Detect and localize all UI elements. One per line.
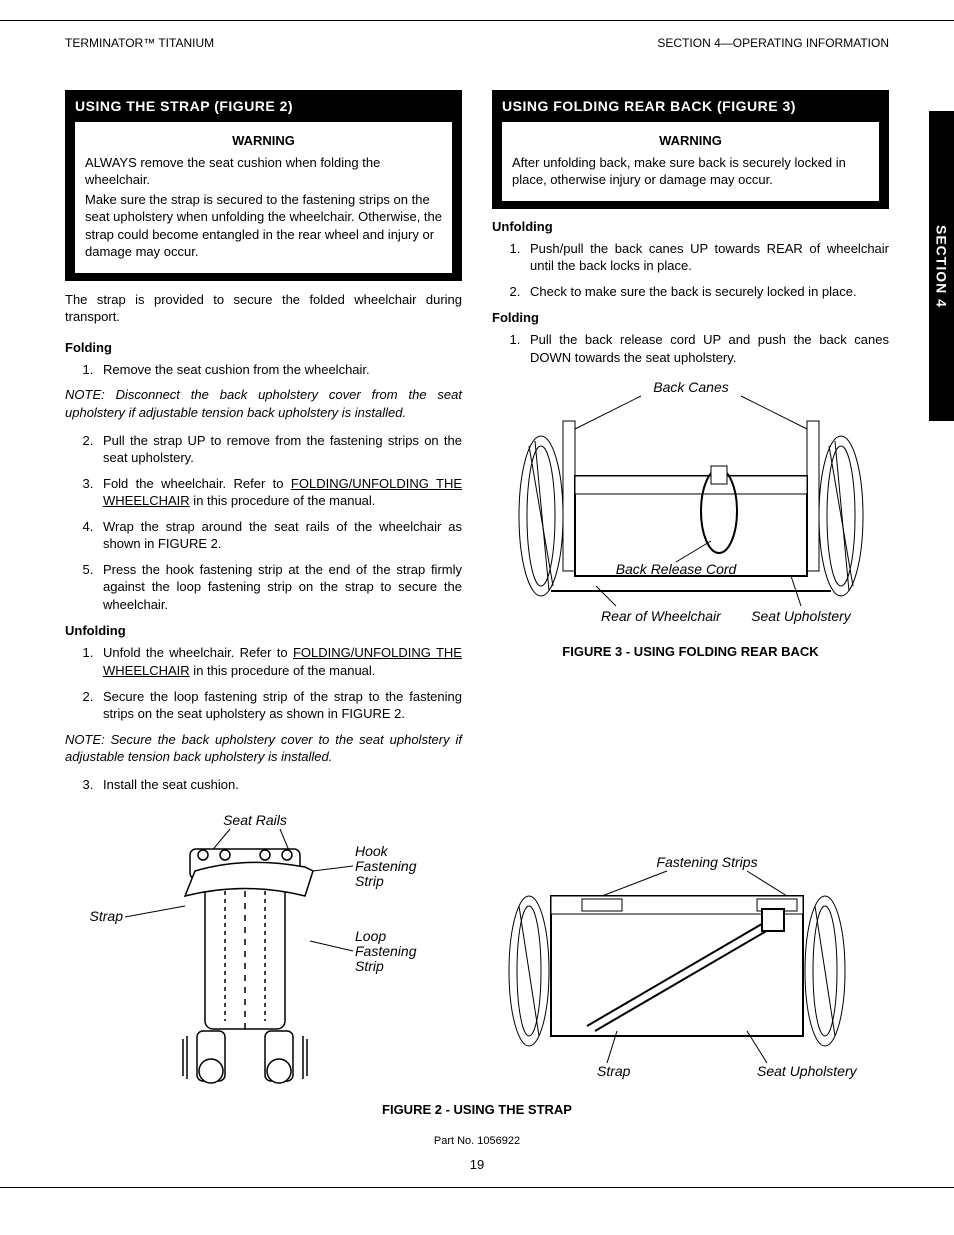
strap-intro: The strap is provided to secure the fold… <box>65 291 462 326</box>
header-left: TERMINATOR™ TITANIUM <box>65 36 214 50</box>
figure-3-caption: FIGURE 3 - USING FOLDING REAR BACK <box>492 644 889 659</box>
figure-3-svg: Back Canes <box>501 376 881 636</box>
label-strap-right: Strap <box>597 1063 631 1079</box>
folding-heading: Folding <box>65 340 462 355</box>
back-unfolding-heading: Unfolding <box>492 219 889 234</box>
label-back-canes: Back Canes <box>653 379 728 395</box>
back-section-box: USING FOLDING REAR BACK (FIGURE 3) WARNI… <box>492 90 889 209</box>
folding-list: Remove the seat cushion from the wheelch… <box>97 361 462 379</box>
figure-2-right: Fastening Strips <box>487 851 889 1094</box>
back-unfold-2: Check to make sure the back is securely … <box>524 283 889 301</box>
strap-section-box: USING THE STRAP (FIGURE 2) WARNING ALWAY… <box>65 90 462 281</box>
figure-2-caption: FIGURE 2 - USING THE STRAP <box>0 1102 954 1117</box>
label-seat-upholstery: Seat Upholstery <box>751 608 852 624</box>
back-box-title: USING FOLDING REAR BACK (FIGURE 3) <box>502 98 879 114</box>
header-right: SECTION 4—OPERATING INFORMATION <box>657 36 889 50</box>
strap-box-title: USING THE STRAP (FIGURE 2) <box>75 98 452 114</box>
unfolding-heading: Unfolding <box>65 623 462 638</box>
footer: Part No. 1056922 <box>0 1135 954 1147</box>
back-warning-box: WARNING After unfolding back, make sure … <box>502 122 879 201</box>
back-fold-list: Pull the back release cord UP and push t… <box>524 331 889 366</box>
warning-heading-2: WARNING <box>512 132 869 150</box>
strap-warning-box: WARNING ALWAYS remove the seat cushion w… <box>75 122 452 273</box>
label-seat-upholstery-2: Seat Upholstery <box>757 1063 858 1079</box>
warning-line-1: ALWAYS remove the seat cushion when fold… <box>85 154 442 189</box>
fold-step-5: Press the hook fastening strip at the en… <box>97 561 462 614</box>
figure-2-right-svg: Fastening Strips <box>487 851 867 1091</box>
label-release-cord: Back Release Cord <box>615 561 737 577</box>
figure-2-left: Seat Rails Hook Fastening Strip Strap Lo… <box>65 811 467 1094</box>
main-columns: USING THE STRAP (FIGURE 2) WARNING ALWAY… <box>0 90 954 801</box>
back-folding-heading: Folding <box>492 310 889 325</box>
page: TERMINATOR™ TITANIUM SECTION 4—OPERATING… <box>0 20 954 1188</box>
unfold-step-3: Install the seat cushion. <box>97 776 462 794</box>
fold-step-2: Pull the strap UP to remove from the fas… <box>97 432 462 467</box>
folding-list-cont: Pull the strap UP to remove from the fas… <box>97 432 462 614</box>
fold-step-1: Remove the seat cushion from the wheelch… <box>97 361 462 379</box>
figure-2-left-svg: Seat Rails Hook Fastening Strip Strap Lo… <box>65 811 425 1091</box>
figure-3: Back Canes <box>492 376 889 659</box>
label-loop: Loop Fastening Strip <box>355 928 420 974</box>
label-rear: Rear of Wheelchair <box>601 608 722 624</box>
fold-step-4: Wrap the strap around the seat rails of … <box>97 518 462 553</box>
left-column: USING THE STRAP (FIGURE 2) WARNING ALWAY… <box>65 90 462 801</box>
side-tab: SECTION 4 <box>929 111 954 421</box>
unfolding-list-cont: Install the seat cushion. <box>97 776 462 794</box>
right-column: USING FOLDING REAR BACK (FIGURE 3) WARNI… <box>492 90 889 801</box>
figure-2-row: Seat Rails Hook Fastening Strip Strap Lo… <box>0 811 954 1094</box>
unfold-note: NOTE: Secure the back upholstery cover t… <box>65 731 462 766</box>
warning-text-2: After unfolding back, make sure back is … <box>512 154 869 189</box>
unfold-step-2: Secure the loop fastening strip of the s… <box>97 688 462 723</box>
header-bar: TERMINATOR™ TITANIUM SECTION 4—OPERATING… <box>0 36 954 50</box>
fold-note: NOTE: Disconnect the back upholstery cov… <box>65 386 462 421</box>
back-fold-1: Pull the back release cord UP and push t… <box>524 331 889 366</box>
label-seat-rails: Seat Rails <box>223 812 287 828</box>
warning-heading: WARNING <box>85 132 442 150</box>
unfold-step-1: Unfold the wheelchair. Refer to FOLDING/… <box>97 644 462 679</box>
label-hook: Hook Fastening Strip <box>355 843 420 889</box>
back-unfold-1: Push/pull the back canes UP towards REAR… <box>524 240 889 275</box>
warning-line-2: Make sure the strap is secured to the fa… <box>85 191 442 261</box>
label-fastening-strips: Fastening Strips <box>656 854 757 870</box>
page-number: 19 <box>0 1157 954 1172</box>
unfolding-list: Unfold the wheelchair. Refer to FOLDING/… <box>97 644 462 722</box>
back-unfold-list: Push/pull the back canes UP towards REAR… <box>524 240 889 301</box>
fold-step-3: Fold the wheelchair. Refer to FOLDING/UN… <box>97 475 462 510</box>
label-strap-left: Strap <box>90 908 124 924</box>
